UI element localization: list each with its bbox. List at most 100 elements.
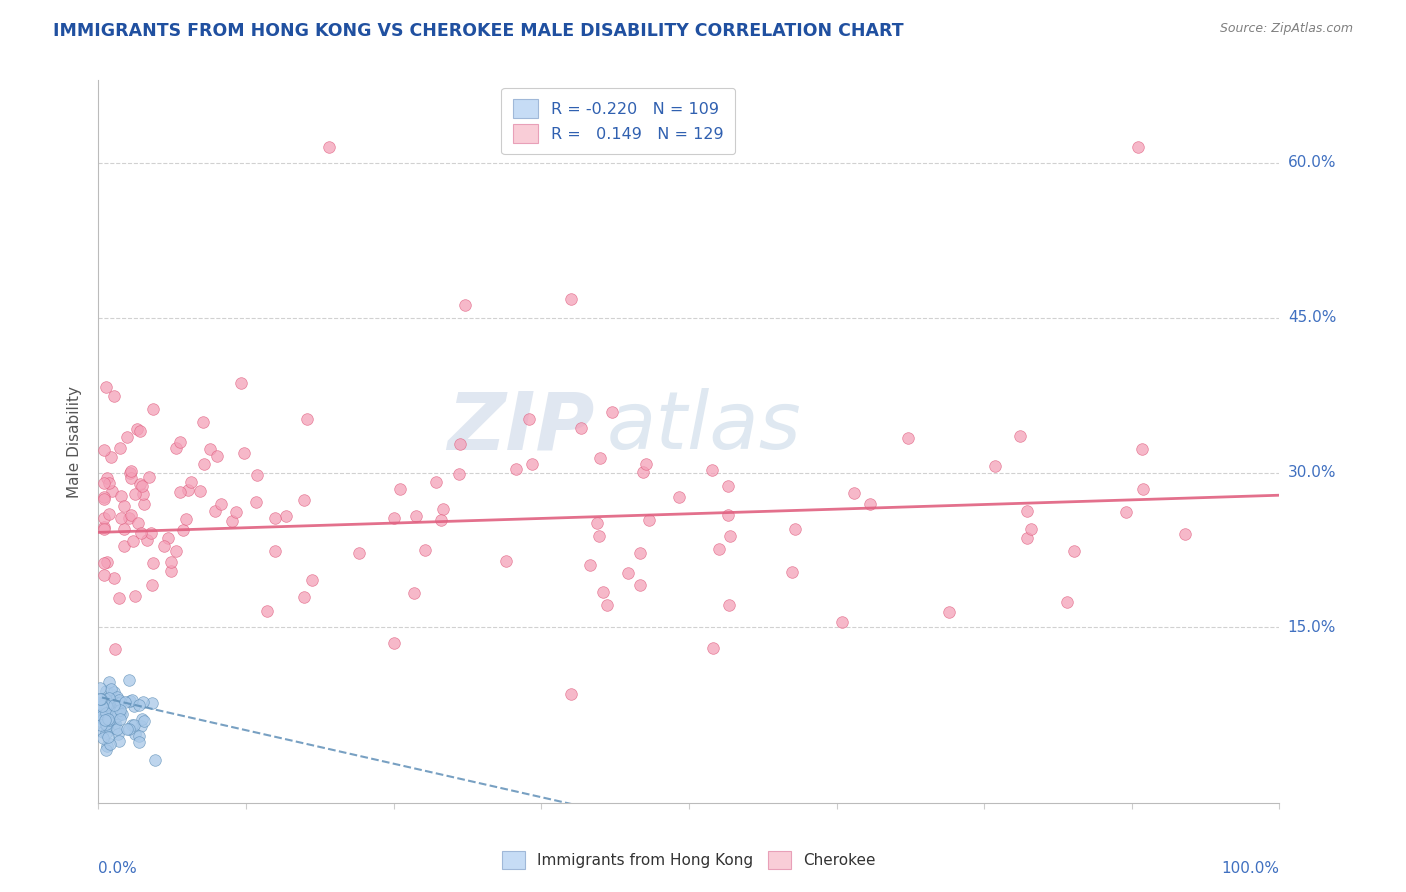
Point [143, 753, 166, 767]
Point [93, 556, 115, 570]
Point [94, 697, 117, 711]
Point [103, 571, 125, 585]
Text: 60.0%: 60.0% [1288, 155, 1336, 170]
Point [1174, 527, 1197, 541]
Point [1015, 504, 1038, 518]
Point [100, 694, 122, 708]
Point [1115, 505, 1137, 519]
Point [844, 486, 866, 500]
Point [104, 641, 127, 656]
Point [430, 513, 453, 527]
Point [103, 698, 125, 712]
Text: IMMIGRANTS FROM HONG KONG VS CHEROKEE MALE DISABILITY CORRELATION CHART: IMMIGRANTS FROM HONG KONG VS CHEROKEE MA… [53, 22, 904, 40]
Point [100, 681, 122, 696]
Point [560, 687, 582, 701]
Point [93, 711, 115, 725]
Point [105, 709, 128, 723]
Point [103, 721, 125, 735]
Point [177, 483, 200, 498]
Point [628, 578, 651, 592]
Point [207, 449, 229, 463]
Point [193, 457, 215, 471]
Point [141, 696, 163, 710]
Point [98, 704, 121, 718]
Point [718, 599, 741, 613]
Point [495, 554, 517, 568]
Point [100, 706, 122, 720]
Point [120, 464, 142, 478]
Point [94, 713, 117, 727]
Point [111, 706, 134, 721]
Point [91, 725, 114, 739]
Point [132, 714, 155, 728]
Point [132, 497, 155, 511]
Point [105, 722, 128, 736]
Point [114, 695, 136, 709]
Point [97, 712, 120, 726]
Point [127, 516, 149, 531]
Point [204, 503, 226, 517]
Point [405, 509, 427, 524]
Point [100, 709, 122, 723]
Point [110, 695, 132, 709]
Point [120, 467, 142, 481]
Point [107, 727, 129, 741]
Point [112, 499, 135, 513]
Point [347, 546, 370, 560]
Point [318, 140, 340, 154]
Point [142, 401, 165, 416]
Point [96, 739, 118, 754]
Point [110, 703, 132, 717]
Point [382, 636, 405, 650]
Point [180, 475, 202, 489]
Text: 0.0%: 0.0% [98, 861, 138, 876]
Point [94, 698, 117, 713]
Point [129, 476, 152, 491]
Point [96, 695, 118, 709]
Point [93, 490, 115, 504]
Point [110, 489, 132, 503]
Point [97, 694, 120, 708]
Point [138, 470, 160, 484]
Point [453, 298, 475, 312]
Text: 30.0%: 30.0% [1288, 465, 1336, 480]
Point [165, 544, 187, 558]
Point [90, 718, 112, 732]
Point [225, 505, 247, 519]
Point [159, 555, 181, 569]
Point [165, 442, 187, 456]
Point [1019, 522, 1042, 536]
Point [413, 543, 436, 558]
Point [702, 640, 724, 655]
Point [124, 589, 146, 603]
Point [98, 697, 121, 711]
Point [101, 700, 124, 714]
Point [89, 707, 111, 722]
Point [104, 716, 127, 731]
Point [169, 484, 191, 499]
Point [90, 697, 112, 711]
Point [125, 422, 148, 436]
Point [93, 443, 115, 458]
Legend: Immigrants from Hong Kong, Cherokee: Immigrants from Hong Kong, Cherokee [496, 845, 882, 875]
Point [1015, 531, 1038, 545]
Point [94, 692, 117, 706]
Point [96, 706, 118, 721]
Point [1126, 140, 1149, 154]
Point [89, 681, 111, 696]
Point [124, 726, 146, 740]
Point [447, 467, 470, 482]
Point [118, 722, 141, 736]
Point [100, 687, 122, 701]
Point [263, 510, 285, 524]
Point [93, 568, 115, 582]
Text: 100.0%: 100.0% [1222, 861, 1279, 876]
Point [94, 743, 117, 757]
Point [90, 691, 112, 706]
Point [264, 544, 287, 558]
Point [117, 722, 139, 736]
Point [131, 712, 153, 726]
Point [637, 513, 659, 527]
Point [94, 698, 117, 713]
Y-axis label: Male Disability: Male Disability [67, 385, 83, 498]
